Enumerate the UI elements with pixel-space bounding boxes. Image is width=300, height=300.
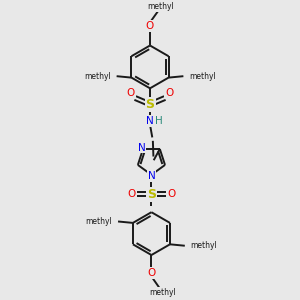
Text: methyl: methyl (84, 72, 111, 81)
Text: O: O (167, 189, 175, 199)
Text: H: H (155, 116, 162, 126)
Text: S: S (147, 188, 156, 201)
Text: S: S (146, 98, 154, 111)
Text: O: O (146, 21, 154, 31)
Text: O: O (127, 88, 135, 98)
Text: O: O (147, 268, 156, 278)
Text: methyl: methyl (190, 241, 217, 250)
Text: methyl: methyl (148, 2, 174, 11)
Text: methyl: methyl (85, 217, 112, 226)
Text: N: N (148, 171, 155, 181)
Text: N: N (138, 142, 146, 153)
Text: O: O (165, 88, 173, 98)
Text: N: N (146, 116, 154, 126)
Text: methyl: methyl (189, 72, 216, 81)
Text: O: O (127, 189, 136, 199)
Text: methyl: methyl (149, 288, 176, 297)
